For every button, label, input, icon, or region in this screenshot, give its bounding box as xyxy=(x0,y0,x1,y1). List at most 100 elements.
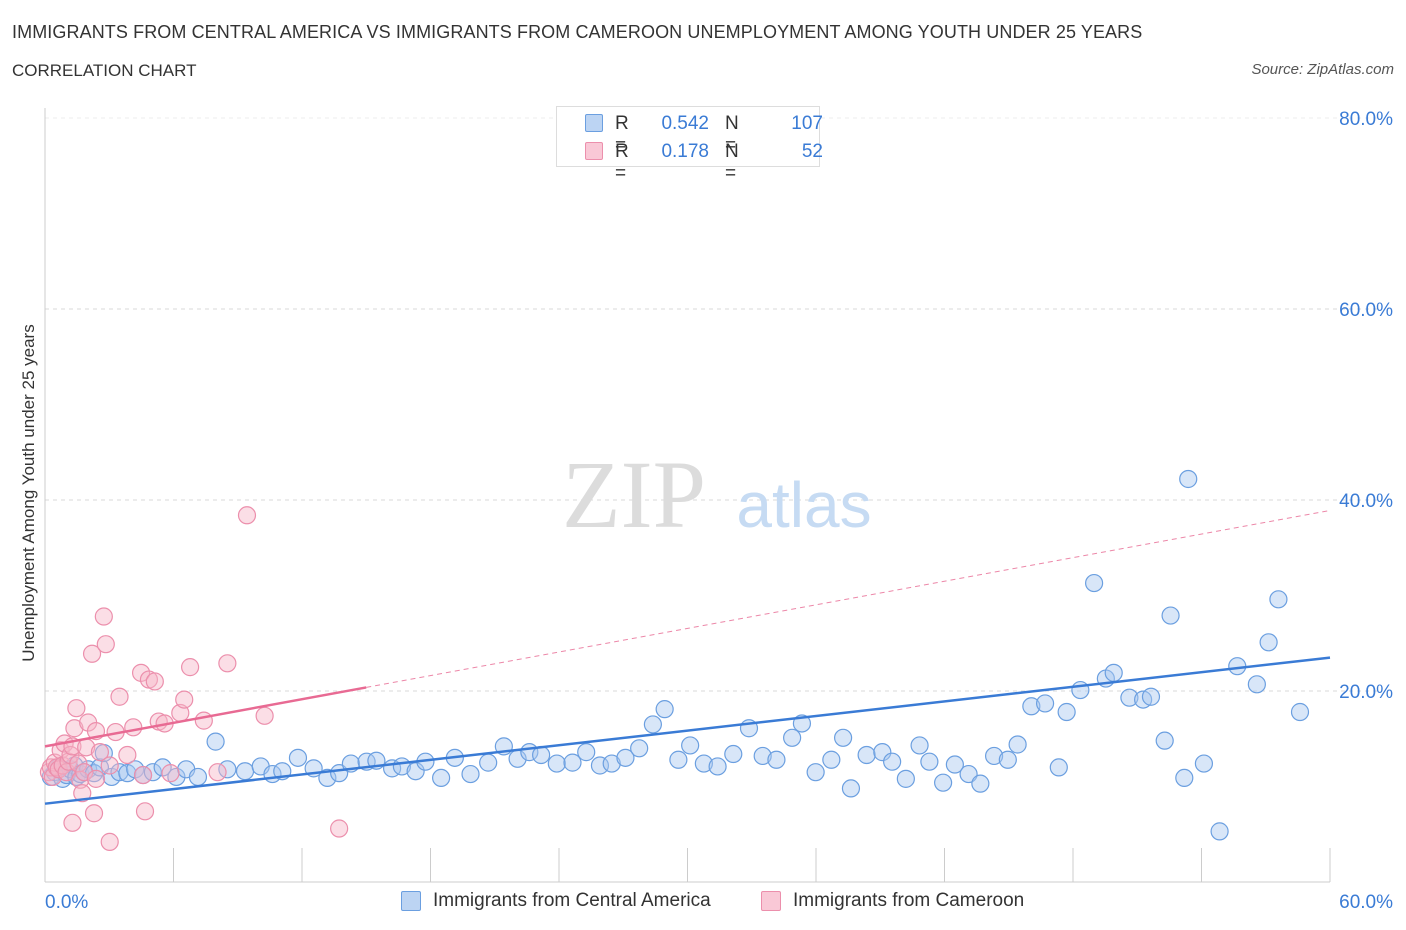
point-cameroon xyxy=(100,832,119,851)
point-central-america xyxy=(188,767,208,787)
point-central-america xyxy=(206,732,225,751)
point-central-america xyxy=(1210,822,1229,841)
y-tick-label: 60.0% xyxy=(1339,300,1393,321)
point-central-america xyxy=(655,700,674,719)
point-central-america xyxy=(984,746,1004,766)
point-central-america xyxy=(577,743,596,762)
point-central-america xyxy=(694,754,713,773)
point-cameroon xyxy=(181,658,200,677)
point-central-america xyxy=(235,762,255,781)
point-central-america xyxy=(998,750,1017,769)
point-central-america xyxy=(1120,688,1139,707)
point-cameroon xyxy=(63,813,82,832)
point-central-america xyxy=(1269,590,1288,609)
point-central-america xyxy=(1022,697,1041,716)
point-cameroon xyxy=(118,745,137,765)
legend-n-label: N = xyxy=(725,113,739,156)
point-central-america xyxy=(920,752,939,771)
point-cameroon xyxy=(135,802,155,821)
point-cameroon xyxy=(133,765,153,785)
point-central-america xyxy=(1259,633,1278,652)
point-central-america xyxy=(959,764,978,784)
bottom-legend-label: Immigrants from Cameroon xyxy=(793,890,1025,911)
point-cameroon xyxy=(90,743,110,762)
legend-r-label: R = xyxy=(615,141,629,184)
legend-n-label: N = xyxy=(725,141,739,184)
legend-swatch-pink xyxy=(585,142,603,160)
point-central-america xyxy=(806,763,825,782)
point-central-america xyxy=(288,748,308,767)
point-central-america xyxy=(857,745,876,765)
y-tick-label: 80.0% xyxy=(1339,109,1393,130)
point-central-america xyxy=(945,755,964,774)
point-cameroon xyxy=(67,699,86,718)
point-central-america xyxy=(767,750,786,769)
legend-r-value: 0.542 xyxy=(661,113,709,134)
point-cameroon xyxy=(255,706,274,725)
legend-n-value: 107 xyxy=(791,113,823,134)
point-central-america xyxy=(841,779,861,798)
point-cameroon xyxy=(175,690,194,709)
point-central-america xyxy=(643,715,662,734)
x-tick-label-min: 0.0% xyxy=(45,892,88,913)
tick-labels: 20.0% 40.0% 60.0% 80.0% 0.0% 60.0% xyxy=(45,109,1393,913)
point-central-america xyxy=(822,750,841,769)
point-cameroon xyxy=(237,506,257,525)
trend-line-cameroon-dashed xyxy=(366,510,1331,688)
point-central-america xyxy=(1035,694,1055,713)
point-central-america xyxy=(1179,469,1198,489)
point-central-america xyxy=(461,764,480,784)
correlation-legend: R = 0.542 N = 107 R = 0.178 N = 52 xyxy=(556,106,823,184)
point-central-america xyxy=(563,753,582,772)
point-central-america xyxy=(896,769,915,788)
chart-title: IMMIGRANTS FROM CENTRAL AMERICA VS IMMIG… xyxy=(12,22,1143,42)
trend-line-cameroon-solid xyxy=(44,686,367,748)
grid-lines xyxy=(45,117,1380,692)
trend-line-central-america xyxy=(44,656,1331,805)
point-cameroon xyxy=(96,635,115,654)
x-tick-label-max: 60.0% xyxy=(1339,892,1393,913)
point-cameroon xyxy=(100,756,119,775)
point-central-america xyxy=(708,757,727,776)
point-central-america xyxy=(1155,731,1174,750)
point-central-america xyxy=(630,739,649,758)
point-cameroon xyxy=(330,819,349,838)
point-cameroon xyxy=(86,769,106,788)
point-central-america xyxy=(1290,702,1310,722)
point-central-america xyxy=(479,753,498,772)
point-cameroon xyxy=(194,711,213,730)
watermark: ZIP atlas xyxy=(562,441,872,548)
point-cameroon xyxy=(208,763,227,782)
bottom-legend-label: Immigrants from Central America xyxy=(433,890,711,911)
point-central-america xyxy=(1175,768,1194,788)
axes xyxy=(44,108,1331,883)
watermark-zip: ZIP xyxy=(562,441,706,548)
point-central-america xyxy=(910,736,929,755)
point-central-america xyxy=(971,774,990,793)
point-central-america xyxy=(602,754,621,773)
point-central-america xyxy=(1104,663,1123,682)
point-cameroon xyxy=(65,719,84,738)
point-central-america xyxy=(616,748,635,767)
point-cameroon xyxy=(73,784,92,803)
point-cameroon xyxy=(82,644,102,663)
point-central-america xyxy=(669,750,688,769)
point-cameroon xyxy=(94,607,113,626)
point-cameroon xyxy=(161,764,180,783)
point-central-america xyxy=(318,768,337,788)
legend-r-value: 0.178 xyxy=(661,141,709,162)
point-central-america xyxy=(432,768,451,788)
point-central-america xyxy=(681,736,700,755)
point-central-america xyxy=(1161,606,1180,625)
point-cameroon xyxy=(84,804,104,823)
y-axis-label: Unemployment Among Youth under 25 years xyxy=(19,324,38,662)
legend-n-value: 52 xyxy=(801,141,823,162)
point-central-america xyxy=(783,728,802,747)
bottom-legend-swatch-pink xyxy=(761,891,781,911)
point-central-america xyxy=(1247,675,1266,694)
bottom-legend-swatch-blue xyxy=(401,891,421,911)
point-cameroon xyxy=(75,763,94,782)
point-central-america xyxy=(753,746,772,766)
point-central-america xyxy=(1141,687,1161,706)
